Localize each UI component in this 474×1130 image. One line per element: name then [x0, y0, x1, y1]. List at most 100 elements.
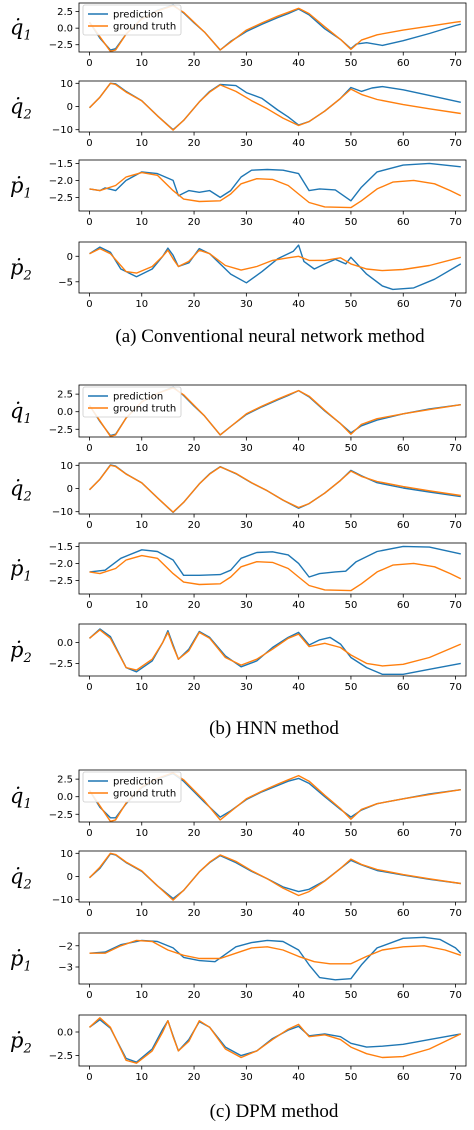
x-tick-label: 0: [86, 520, 92, 531]
row-label-subscript: 1: [23, 797, 31, 812]
series-line-ground-truth: [89, 464, 461, 513]
y-tick-label: 0: [67, 252, 73, 263]
row-label-symbol: ṗ: [10, 947, 23, 971]
x-tick-label: 40: [292, 828, 305, 839]
y-tick-label: −2.5: [49, 576, 73, 587]
x-tick-label: 50: [345, 299, 358, 310]
row-label-subscript: 1: [23, 187, 31, 202]
panels-layer: q̇10 10 20 30 40 50 60 702.50.0−2.5predictiongr…: [10, 2, 467, 1083]
y-tick-label: 2.5: [57, 7, 73, 18]
x-tick-label: 0: [86, 990, 92, 1001]
row-label: q̇2: [10, 865, 32, 893]
axes-frame: [78, 159, 467, 212]
y-tick-label: 0.0: [57, 407, 73, 418]
x-tick-label: 70: [449, 600, 462, 611]
x-tick-label: 10: [135, 600, 148, 611]
x-tick-label: 20: [188, 908, 201, 919]
x-tick-label: 0: [86, 299, 92, 310]
x-tick-label: 50: [345, 682, 358, 693]
axes-frame: [78, 241, 467, 294]
legend-box: [82, 386, 182, 418]
x-tick-label: 40: [292, 217, 305, 228]
row-label-symbol: q̇: [10, 477, 23, 501]
x-tick-label: 20: [188, 58, 201, 69]
row-label-subscript: 1: [23, 570, 31, 585]
y-tick-label: −2.5: [49, 40, 73, 51]
row-label: q̇1: [10, 399, 32, 427]
y-tick-label: −10: [52, 125, 73, 136]
x-tick-label: 20: [188, 990, 201, 1001]
x-tick-label: 40: [292, 908, 305, 919]
x-tick-label: 50: [345, 1072, 358, 1083]
row-label: q̇2: [10, 95, 32, 123]
axes-frame: [78, 384, 467, 438]
x-tick-label: 20: [188, 443, 201, 454]
x-tick-label: 50: [345, 138, 358, 149]
x-tick-label: 40: [292, 299, 305, 310]
panel-b-3: ṗ10 10 20 30 40 50 60 70−1.5−2.0−2.5: [10, 542, 467, 611]
x-tick-label: 60: [397, 299, 410, 310]
x-tick-label: 0: [86, 443, 92, 454]
y-tick-label: −2.0: [49, 176, 73, 187]
row-label: q̇1: [10, 16, 32, 44]
row-label: q̇1: [10, 784, 32, 812]
x-tick-label: 10: [135, 299, 148, 310]
row-label-subscript: 2: [22, 878, 31, 893]
x-tick-label: 60: [397, 908, 410, 919]
x-tick-label: 70: [449, 138, 462, 149]
x-tick-label: 40: [292, 138, 305, 149]
legend-box: [82, 4, 182, 36]
legend-box: [82, 771, 182, 803]
series-line-prediction: [89, 545, 461, 578]
x-tick-label: 50: [345, 990, 358, 1001]
y-tick-label: 0.0: [57, 638, 73, 649]
y-tick-label: −2: [58, 941, 73, 952]
axes-frame: [78, 932, 467, 985]
row-label-symbol: ṗ: [10, 1029, 23, 1053]
x-tick-label: 10: [135, 443, 148, 454]
x-tick-label: 40: [292, 990, 305, 1001]
x-tick-label: 0: [86, 828, 92, 839]
series-line-ground-truth: [89, 82, 461, 131]
y-tick-label: −10: [52, 507, 73, 518]
panel-a-1: q̇10 10 20 30 40 50 60 702.50.0−2.5predictiongr…: [10, 2, 467, 69]
row-label: ṗ1: [10, 557, 32, 585]
series-line-ground-truth: [89, 852, 461, 901]
series-line-prediction: [89, 853, 461, 900]
x-tick-label: 30: [240, 58, 253, 69]
y-tick-label: 0: [67, 872, 73, 883]
x-tick-label: 60: [397, 217, 410, 228]
x-tick-label: 20: [188, 600, 201, 611]
y-tick-label: −5: [58, 277, 73, 288]
x-tick-label: 50: [345, 908, 358, 919]
row-label-symbol: q̇: [10, 16, 23, 40]
x-tick-label: 70: [449, 299, 462, 310]
y-tick-label: −1.5: [49, 542, 73, 553]
panel-c-4: ṗ20 10 20 30 40 50 60 700.0−2.5: [10, 1014, 467, 1083]
axes-frame: [78, 542, 467, 595]
y-tick-label: −1.5: [49, 159, 73, 170]
panel-b-4: ṗ20 10 20 30 40 50 60 700.0−2.5: [10, 623, 467, 693]
x-tick-label: 50: [345, 58, 358, 69]
x-tick-label: 0: [86, 217, 92, 228]
x-tick-label: 20: [188, 138, 201, 149]
x-tick-label: 0: [86, 138, 92, 149]
x-tick-label: 50: [345, 217, 358, 228]
x-tick-label: 70: [449, 990, 462, 1001]
axes-frame: [78, 2, 467, 53]
row-label-symbol: ṗ: [10, 557, 23, 581]
x-tick-label: 30: [240, 217, 253, 228]
y-tick-label: 0.0: [57, 792, 73, 803]
y-tick-label: 2.5: [57, 775, 73, 786]
y-tick-label: 0: [67, 102, 73, 113]
row-label-subscript: 2: [22, 108, 31, 123]
y-tick-label: −2.5: [49, 193, 73, 204]
row-label: ṗ2: [10, 1029, 32, 1057]
series-line-prediction: [89, 628, 461, 675]
y-tick-label: −2.5: [49, 810, 73, 821]
